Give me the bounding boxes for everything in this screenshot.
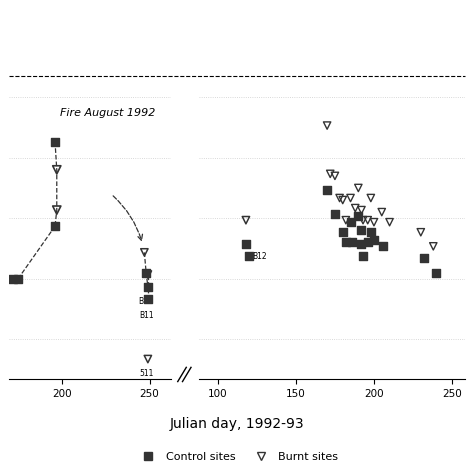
Point xyxy=(242,217,250,224)
Text: Julian day, 1992-93: Julian day, 1992-93 xyxy=(170,417,304,431)
Legend: Control sites, Burnt sites: Control sites, Burnt sites xyxy=(131,447,343,466)
Point xyxy=(144,271,152,278)
Point xyxy=(359,217,367,224)
Point xyxy=(347,194,355,202)
Point xyxy=(327,170,334,178)
Point xyxy=(347,219,355,226)
Point xyxy=(348,238,356,246)
Point xyxy=(51,222,59,230)
Point xyxy=(358,240,365,248)
Point xyxy=(242,240,250,248)
Point xyxy=(367,228,374,236)
Point xyxy=(144,295,152,302)
Point xyxy=(53,206,61,214)
Point xyxy=(339,196,346,204)
Point xyxy=(351,204,359,212)
Point xyxy=(53,166,61,173)
Point xyxy=(417,228,425,236)
Point xyxy=(339,228,346,236)
Point xyxy=(367,194,374,202)
Text: B11: B11 xyxy=(139,311,154,320)
Text: B10: B10 xyxy=(139,297,154,306)
Point xyxy=(355,184,362,192)
Point xyxy=(342,217,350,224)
Point xyxy=(14,275,22,283)
Point xyxy=(342,238,350,246)
Point xyxy=(142,269,150,276)
Point xyxy=(358,227,365,234)
Point xyxy=(144,283,152,291)
Point xyxy=(420,255,428,262)
Point xyxy=(144,356,152,363)
Point xyxy=(141,248,148,256)
Point xyxy=(364,238,372,246)
Text: B12: B12 xyxy=(252,252,267,261)
Point xyxy=(380,243,387,250)
Point xyxy=(245,253,253,260)
Point xyxy=(9,275,17,283)
Point xyxy=(364,217,372,224)
Point xyxy=(378,209,385,216)
Point xyxy=(429,243,437,250)
Point xyxy=(386,219,393,226)
Point xyxy=(323,122,331,129)
Point xyxy=(331,210,339,218)
Point xyxy=(359,253,367,260)
Point xyxy=(433,269,440,276)
Point xyxy=(370,219,378,226)
Point xyxy=(51,138,59,146)
Point xyxy=(370,237,378,244)
Point xyxy=(355,212,362,220)
Point xyxy=(358,206,365,214)
Point xyxy=(323,186,331,194)
Text: 511: 511 xyxy=(139,369,153,378)
Text: Fire August 1992: Fire August 1992 xyxy=(60,108,155,118)
Point xyxy=(336,194,343,202)
Point xyxy=(331,172,339,180)
